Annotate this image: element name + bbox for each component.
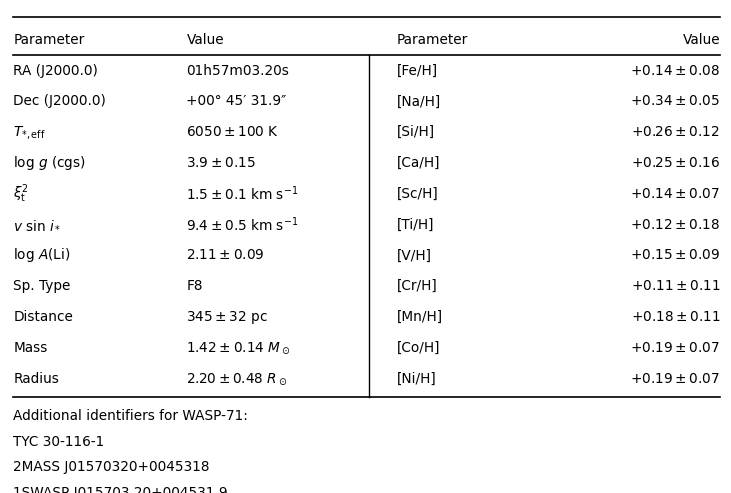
Text: [Sc/H]: [Sc/H] — [397, 187, 439, 201]
Text: log $g$ (cgs): log $g$ (cgs) — [13, 154, 86, 172]
Text: Dec (J2000.0): Dec (J2000.0) — [13, 95, 106, 108]
Text: RA (J2000.0): RA (J2000.0) — [13, 64, 98, 77]
Text: $+0.26 \pm 0.12$: $+0.26 \pm 0.12$ — [632, 125, 720, 139]
Text: [Cr/H]: [Cr/H] — [397, 280, 438, 293]
Text: $+0.34 \pm 0.05$: $+0.34 \pm 0.05$ — [630, 95, 720, 108]
Text: $+0.14 \pm 0.08$: $+0.14 \pm 0.08$ — [630, 64, 720, 77]
Text: [Co/H]: [Co/H] — [397, 341, 441, 355]
Text: Distance: Distance — [13, 310, 73, 324]
Text: $6050 \pm 100$ K: $6050 \pm 100$ K — [186, 125, 279, 139]
Text: $+0.11 \pm 0.11$: $+0.11 \pm 0.11$ — [631, 280, 720, 293]
Text: log $A$(Li): log $A$(Li) — [13, 246, 70, 265]
Text: [Ti/H]: [Ti/H] — [397, 218, 434, 232]
Text: $2.11 \pm 0.09$: $2.11 \pm 0.09$ — [186, 248, 265, 262]
Text: $T_{*,\rm{eff}}$: $T_{*,\rm{eff}}$ — [13, 124, 46, 141]
Text: TYC 30-116-1: TYC 30-116-1 — [13, 435, 105, 449]
Text: $\xi_{\rm{t}}^{2}$: $\xi_{\rm{t}}^{2}$ — [13, 182, 29, 205]
Text: Parameter: Parameter — [13, 34, 84, 47]
Text: [Si/H]: [Si/H] — [397, 125, 435, 139]
Text: 01h57m03.20s: 01h57m03.20s — [186, 64, 289, 77]
Text: [Mn/H]: [Mn/H] — [397, 310, 443, 324]
Text: $+0.19 \pm 0.07$: $+0.19 \pm 0.07$ — [630, 341, 720, 355]
Text: $2.20 \pm 0.48$ $R_\odot$: $2.20 \pm 0.48$ $R_\odot$ — [186, 371, 288, 387]
Text: [Ca/H]: [Ca/H] — [397, 156, 441, 170]
Text: $+0.12 \pm 0.18$: $+0.12 \pm 0.18$ — [630, 218, 720, 232]
Text: $+0.18 \pm 0.11$: $+0.18 \pm 0.11$ — [631, 310, 720, 324]
Text: [Na/H]: [Na/H] — [397, 95, 442, 108]
Text: Additional identifiers for WASP-71:: Additional identifiers for WASP-71: — [13, 409, 248, 423]
Text: Mass: Mass — [13, 341, 48, 355]
Text: 1SWASP J015703.20+004531.9: 1SWASP J015703.20+004531.9 — [13, 486, 228, 493]
Text: F8: F8 — [186, 280, 203, 293]
Text: $1.5 \pm 0.1$ km s$^{-1}$: $1.5 \pm 0.1$ km s$^{-1}$ — [186, 184, 299, 203]
Text: [Ni/H]: [Ni/H] — [397, 372, 436, 386]
Text: $345 \pm 32$ pc: $345 \pm 32$ pc — [186, 309, 268, 325]
Text: $+0.15 \pm 0.09$: $+0.15 \pm 0.09$ — [630, 248, 720, 262]
Text: $+0.14 \pm 0.07$: $+0.14 \pm 0.07$ — [630, 187, 720, 201]
Text: $v$ sin $i_*$: $v$ sin $i_*$ — [13, 218, 61, 232]
Text: [Fe/H]: [Fe/H] — [397, 64, 438, 77]
Text: $+0.19 \pm 0.07$: $+0.19 \pm 0.07$ — [630, 372, 720, 386]
Text: Parameter: Parameter — [397, 34, 468, 47]
Text: $3.9 \pm 0.15$: $3.9 \pm 0.15$ — [186, 156, 256, 170]
Text: +00° 45′ 31.9″: +00° 45′ 31.9″ — [186, 95, 287, 108]
Text: Value: Value — [186, 34, 224, 47]
Text: 2MASS J01570320+0045318: 2MASS J01570320+0045318 — [13, 460, 210, 474]
Text: Radius: Radius — [13, 372, 59, 386]
Text: $9.4 \pm 0.5$ km s$^{-1}$: $9.4 \pm 0.5$ km s$^{-1}$ — [186, 215, 299, 234]
Text: Sp. Type: Sp. Type — [13, 280, 70, 293]
Text: [V/H]: [V/H] — [397, 248, 432, 262]
Text: $1.42 \pm 0.14$ $M_\odot$: $1.42 \pm 0.14$ $M_\odot$ — [186, 340, 291, 356]
Text: Value: Value — [683, 34, 720, 47]
Text: $+0.25 \pm 0.16$: $+0.25 \pm 0.16$ — [631, 156, 720, 170]
